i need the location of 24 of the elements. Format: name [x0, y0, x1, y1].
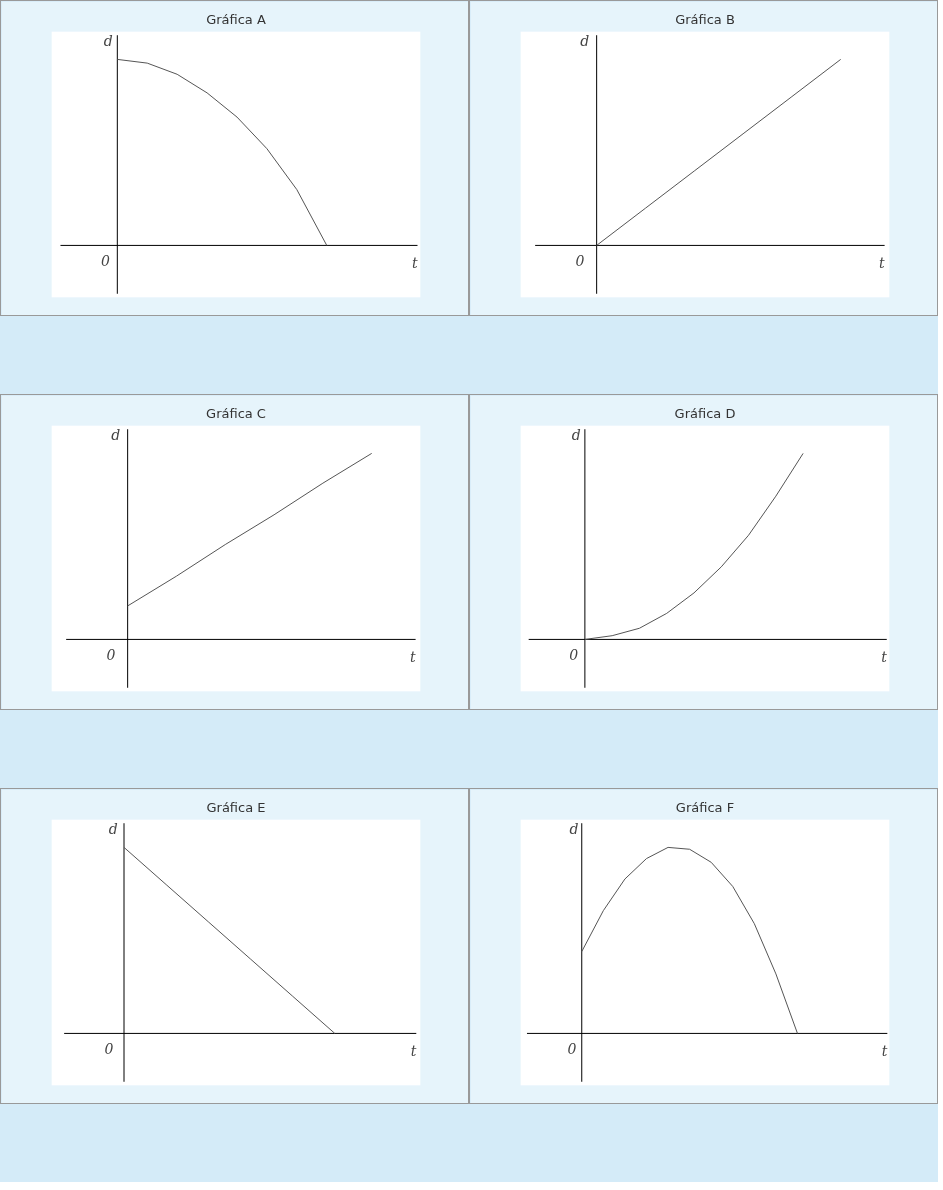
text: 0 — [104, 1040, 114, 1057]
y-axis-title: d — [108, 820, 118, 837]
y-axis-title: d — [569, 820, 579, 837]
y-axis-title: d — [103, 32, 113, 49]
chart-title: Gráfica B — [675, 11, 735, 27]
chart-title: Gráfica F — [675, 799, 735, 815]
text: 0 — [575, 252, 585, 269]
x-axis-title: t — [881, 1042, 888, 1059]
x-axis-title: t — [881, 648, 888, 665]
y-axis-title: d — [580, 32, 590, 49]
chart-title: Gráfica A — [206, 11, 266, 27]
chart-title: Gráfica C — [206, 405, 266, 421]
x-axis-title: t — [411, 254, 418, 271]
chart-title: Gráfica E — [206, 799, 266, 815]
x-axis-title: t — [410, 1042, 417, 1059]
text: 0 — [106, 646, 116, 663]
x-axis-title: t — [409, 648, 416, 665]
y-axis-title: d — [111, 426, 121, 443]
text: 0 — [569, 646, 579, 663]
chart-title: Gráfica D — [674, 405, 736, 421]
text: 0 — [100, 252, 110, 269]
text: 0 — [567, 1040, 577, 1057]
y-axis-title: d — [571, 426, 581, 443]
x-axis-title: t — [878, 254, 885, 271]
